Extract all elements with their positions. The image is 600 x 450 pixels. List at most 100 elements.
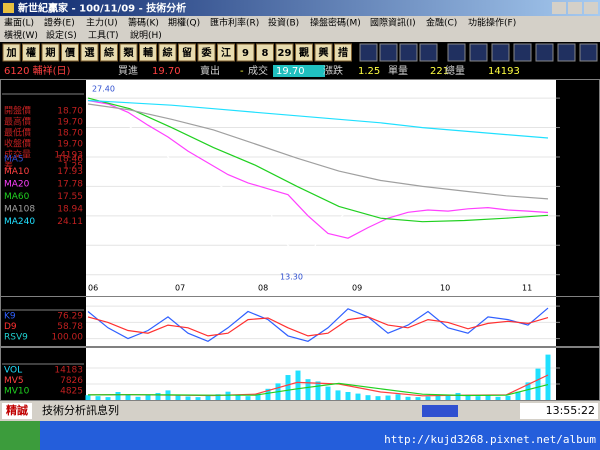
toolbar-button[interactable]	[236, 43, 255, 62]
toolbar-button[interactable]	[314, 43, 333, 62]
app-icon	[3, 3, 14, 13]
stat-value: 14193	[54, 151, 83, 161]
volume-bar	[195, 397, 201, 400]
low-annotation: 13.30	[280, 273, 303, 282]
quote-value: 14193	[488, 66, 520, 77]
last-price-highlight	[273, 65, 325, 77]
toolbar-label: 綜	[104, 46, 114, 59]
minimize-button[interactable]	[552, 2, 566, 14]
menu-item[interactable]: 功能操作(F)	[468, 17, 516, 29]
indicator-line	[87, 316, 549, 337]
panel-title: 成交量	[29, 352, 56, 364]
maximize-button[interactable]	[568, 2, 582, 14]
indicator-name: MA5	[4, 155, 24, 165]
indicator-value: 14183	[54, 366, 83, 376]
toolbar-button[interactable]	[22, 43, 40, 62]
toolbar-icon[interactable]	[557, 43, 576, 62]
toolbar-button[interactable]	[217, 43, 235, 62]
menu-item[interactable]: 橫視(W)	[4, 29, 38, 41]
toolbar-button[interactable]	[119, 43, 138, 62]
toolbar-label: 留	[182, 46, 192, 59]
menu-item[interactable]: 工具(T)	[88, 30, 119, 41]
menu-item[interactable]: 設定(S)	[46, 29, 77, 41]
toolbar-button[interactable]	[295, 43, 313, 62]
menu-item[interactable]: 匯市利率(R)	[210, 17, 259, 29]
menu-item[interactable]: 金融(C)	[426, 17, 457, 29]
menu-item[interactable]: 期權(Q)	[168, 17, 200, 29]
toolbar-icon[interactable]	[447, 43, 466, 62]
toolbar-button[interactable]	[158, 43, 177, 62]
indicator-value: 76.29	[57, 312, 83, 322]
stat-label: 最低價	[4, 127, 31, 139]
menu-item[interactable]: 投資(B)	[268, 17, 299, 29]
toolbar-icon[interactable]	[491, 43, 510, 62]
indicator-name: K9	[4, 312, 16, 322]
toolbar-button[interactable]	[100, 43, 118, 62]
toolbar-label: 加	[6, 46, 17, 59]
toolbar-button[interactable]	[178, 43, 196, 62]
close-button[interactable]	[584, 2, 598, 14]
indicator-value: 18.46	[57, 155, 83, 165]
indicator-name: D9	[4, 322, 17, 332]
volume-bar	[175, 394, 181, 400]
menu-item[interactable]: 證券(E)	[44, 17, 75, 29]
toolbar-button[interactable]	[2, 43, 21, 62]
toolbar-icon[interactable]	[359, 43, 378, 62]
window-title: 新世紀贏家 - 100/11/09 - 技術分析	[18, 2, 186, 15]
volume-bar	[525, 382, 531, 400]
toolbar-button[interactable]	[61, 43, 79, 62]
toolbar-button[interactable]	[41, 43, 60, 62]
y-tick-label: 27.5	[562, 94, 580, 103]
toolbar-label: 觀	[299, 46, 309, 59]
volume-plot-bg	[86, 348, 556, 401]
toolbar-icon[interactable]	[419, 43, 438, 62]
x-tick-label: 09	[352, 284, 362, 293]
toolbar-label: 類	[123, 46, 135, 59]
indicator-line	[87, 382, 549, 397]
volume-bar	[235, 395, 241, 400]
toolbar-label: 9	[242, 48, 249, 59]
volume-bar	[545, 354, 551, 400]
menu-item[interactable]: 說明(H)	[130, 29, 162, 41]
toolbar-label: 29	[278, 48, 292, 59]
indicator-value: 17.93	[57, 167, 83, 177]
quote-value: 1.25	[358, 66, 380, 77]
toolbar-icon[interactable]	[379, 43, 398, 62]
volume-bar	[415, 397, 421, 400]
quote-label: 單量	[388, 65, 408, 77]
stat-label: 收盤價	[4, 138, 31, 150]
indicator-value: 4825	[60, 387, 83, 397]
y-tick-label: 80	[562, 302, 572, 311]
menu-item[interactable]: 操盤密碼(M)	[310, 17, 361, 29]
menu-item[interactable]: 主力(U)	[86, 17, 118, 29]
toolbar-label: 價	[64, 46, 76, 59]
menu-item[interactable]: 國際資訊(I)	[370, 17, 416, 29]
toolbar-icon[interactable]	[513, 43, 532, 62]
y-tick-label: 50	[562, 318, 572, 327]
menu-item[interactable]: 籌碼(K)	[128, 17, 159, 29]
toolbar-icon[interactable]	[579, 43, 598, 62]
volume-bar	[125, 394, 131, 400]
toolbar-button[interactable]	[256, 43, 274, 62]
toolbar-button[interactable]	[80, 43, 99, 62]
toolbar-button[interactable]	[139, 43, 157, 62]
toolbar-button[interactable]	[334, 43, 352, 62]
toolbar-icon[interactable]	[535, 43, 554, 62]
volume-bar	[95, 396, 101, 400]
x-tick-label: 10	[440, 284, 450, 293]
toolbar-icon[interactable]	[399, 43, 418, 62]
indicator-name: MA10	[4, 167, 30, 177]
toolbar-icon[interactable]	[469, 43, 488, 62]
indicator-value: 18.94	[57, 205, 83, 215]
volume-bar	[295, 370, 301, 400]
volume-bar	[305, 379, 311, 400]
menu-item[interactable]: 畫面(L)	[4, 17, 34, 29]
toolbar-button[interactable]	[275, 43, 294, 62]
volume-bar	[245, 396, 251, 400]
toolbar-button[interactable]	[197, 43, 216, 62]
volume-bar	[85, 395, 91, 400]
high-annotation: 27.40	[92, 85, 115, 94]
stat-value: 18.70	[57, 129, 83, 139]
start-button[interactable]	[0, 421, 40, 450]
y-tick-label: 20.0	[562, 182, 580, 191]
